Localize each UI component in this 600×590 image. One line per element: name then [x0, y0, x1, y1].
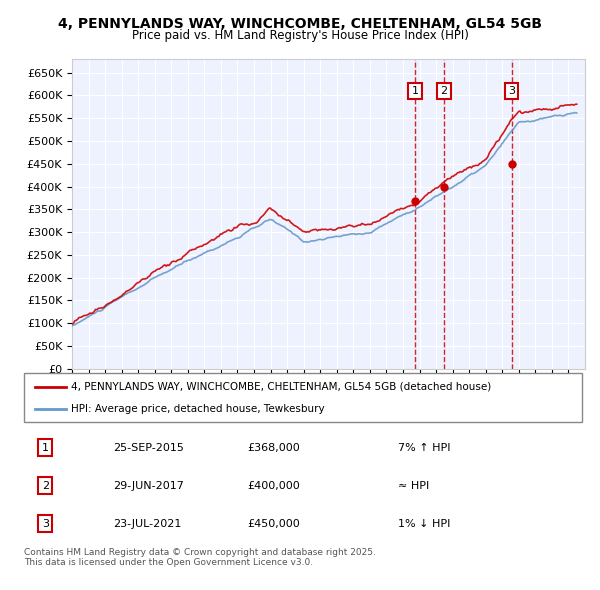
Text: HPI: Average price, detached house, Tewkesbury: HPI: Average price, detached house, Tewk… — [71, 404, 325, 414]
Text: Price paid vs. HM Land Registry's House Price Index (HPI): Price paid vs. HM Land Registry's House … — [131, 30, 469, 42]
Text: £450,000: £450,000 — [247, 519, 300, 529]
Text: 1: 1 — [412, 86, 419, 96]
Text: 3: 3 — [42, 519, 49, 529]
Text: 7% ↑ HPI: 7% ↑ HPI — [398, 443, 451, 453]
Text: ≈ HPI: ≈ HPI — [398, 481, 429, 491]
Text: 4, PENNYLANDS WAY, WINCHCOMBE, CHELTENHAM, GL54 5GB: 4, PENNYLANDS WAY, WINCHCOMBE, CHELTENHA… — [58, 17, 542, 31]
Text: Contains HM Land Registry data © Crown copyright and database right 2025.
This d: Contains HM Land Registry data © Crown c… — [24, 548, 376, 567]
Text: £400,000: £400,000 — [247, 481, 300, 491]
Text: 1% ↓ HPI: 1% ↓ HPI — [398, 519, 450, 529]
Text: 29-JUN-2017: 29-JUN-2017 — [113, 481, 184, 491]
Text: 4, PENNYLANDS WAY, WINCHCOMBE, CHELTENHAM, GL54 5GB (detached house): 4, PENNYLANDS WAY, WINCHCOMBE, CHELTENHA… — [71, 382, 491, 392]
Text: 1: 1 — [42, 443, 49, 453]
Text: 23-JUL-2021: 23-JUL-2021 — [113, 519, 182, 529]
FancyBboxPatch shape — [24, 373, 582, 422]
Text: 3: 3 — [508, 86, 515, 96]
Text: £368,000: £368,000 — [247, 443, 300, 453]
Text: 2: 2 — [41, 481, 49, 491]
Text: 2: 2 — [440, 86, 448, 96]
Text: 25-SEP-2015: 25-SEP-2015 — [113, 443, 184, 453]
